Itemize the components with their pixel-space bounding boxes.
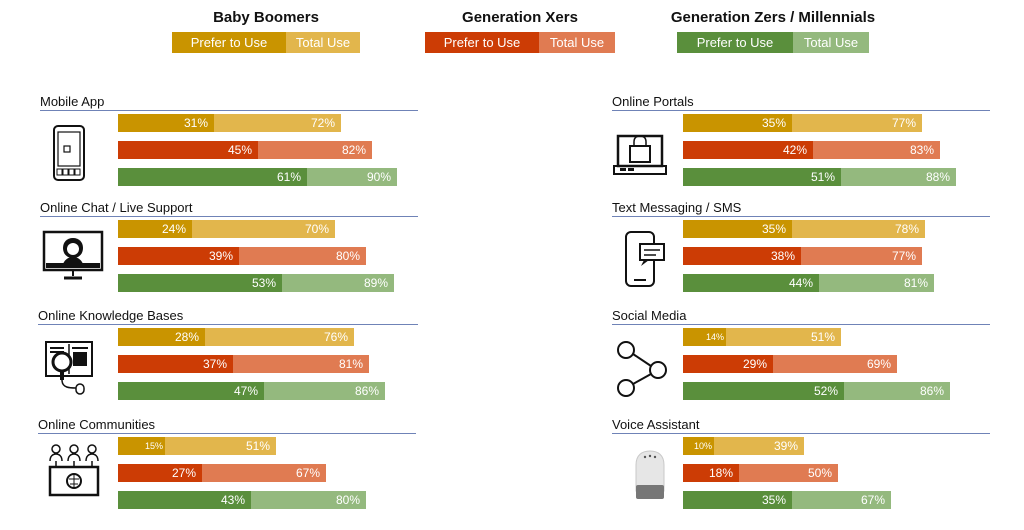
prefer-to-use-bar: 44% — [683, 274, 819, 292]
legend-generation-zers: Generation Zers / Millennials Prefer to … — [662, 8, 884, 53]
legend-swatch-prefer: Prefer to Use — [425, 32, 539, 53]
panel-title: Mobile App — [40, 94, 105, 109]
smart-speaker-icon — [630, 449, 670, 506]
prefer-to-use-bar: 45% — [118, 141, 258, 159]
panel-divider — [612, 110, 990, 111]
smartphone-icon — [52, 124, 86, 187]
legend-title: Baby Boomers — [213, 9, 319, 26]
prefer-to-use-bar: 15% — [118, 437, 165, 455]
panel-divider — [612, 216, 990, 217]
prefer-to-use-bar: 35% — [683, 114, 792, 132]
prefer-to-use-bar: 61% — [118, 168, 307, 186]
prefer-to-use-bar: 53% — [118, 274, 282, 292]
panel-title: Social Media — [612, 308, 687, 323]
panel-divider — [38, 324, 418, 325]
panel-title: Online Knowledge Bases — [38, 308, 184, 323]
legend-title: Generation Zers / Millennials — [670, 9, 876, 26]
share-network-icon — [614, 340, 670, 403]
prefer-to-use-bar: 14% — [683, 328, 726, 346]
prefer-to-use-bar: 38% — [683, 247, 801, 265]
legend-swatch-prefer: Prefer to Use — [677, 32, 793, 53]
legend-baby-boomers: Baby Boomers Prefer to Use Total Use — [172, 8, 360, 53]
prefer-to-use-bar: 52% — [683, 382, 844, 400]
knowledge-base-search-icon — [44, 340, 104, 401]
panel-divider — [612, 324, 990, 325]
prefer-to-use-bar: 37% — [118, 355, 233, 373]
panel-title: Online Communities — [38, 417, 156, 432]
online-portal-laptop-icon — [612, 126, 668, 183]
prefer-to-use-bar: 28% — [118, 328, 205, 346]
prefer-to-use-bar: 42% — [683, 141, 813, 159]
prefer-to-use-bar: 31% — [118, 114, 214, 132]
panel-divider — [612, 433, 990, 434]
legend-title: Generation Xers — [462, 9, 578, 26]
text-message-phone-icon — [622, 230, 668, 293]
legend-swatch-total: Total Use — [539, 32, 615, 53]
panel-divider — [38, 433, 416, 434]
prefer-to-use-bar: 35% — [683, 220, 792, 238]
legend-generation-xers: Generation Xers Prefer to Use Total Use — [425, 8, 615, 53]
prefer-to-use-bar: 43% — [118, 491, 251, 509]
legend-swatch-total: Total Use — [286, 32, 360, 53]
prefer-to-use-bar: 39% — [118, 247, 239, 265]
panel-title: Text Messaging / SMS — [612, 200, 742, 215]
prefer-to-use-bar: 47% — [118, 382, 264, 400]
support-agent-monitor-icon — [42, 230, 104, 287]
online-community-icon — [44, 441, 104, 504]
panel-divider — [40, 216, 418, 217]
prefer-to-use-bar: 51% — [683, 168, 841, 186]
prefer-to-use-bar: 18% — [683, 464, 739, 482]
prefer-to-use-bar: 29% — [683, 355, 773, 373]
prefer-to-use-bar: 24% — [118, 220, 192, 238]
panel-divider — [40, 110, 418, 111]
legend-swatch-prefer: Prefer to Use — [172, 32, 286, 53]
legend-swatch-total: Total Use — [793, 32, 869, 53]
prefer-to-use-bar: 27% — [118, 464, 202, 482]
prefer-to-use-bar: 35% — [683, 491, 792, 509]
prefer-to-use-bar: 10% — [683, 437, 714, 455]
panel-title: Online Chat / Live Support — [40, 200, 193, 215]
panel-title: Voice Assistant — [612, 417, 700, 432]
panel-title: Online Portals — [612, 94, 694, 109]
